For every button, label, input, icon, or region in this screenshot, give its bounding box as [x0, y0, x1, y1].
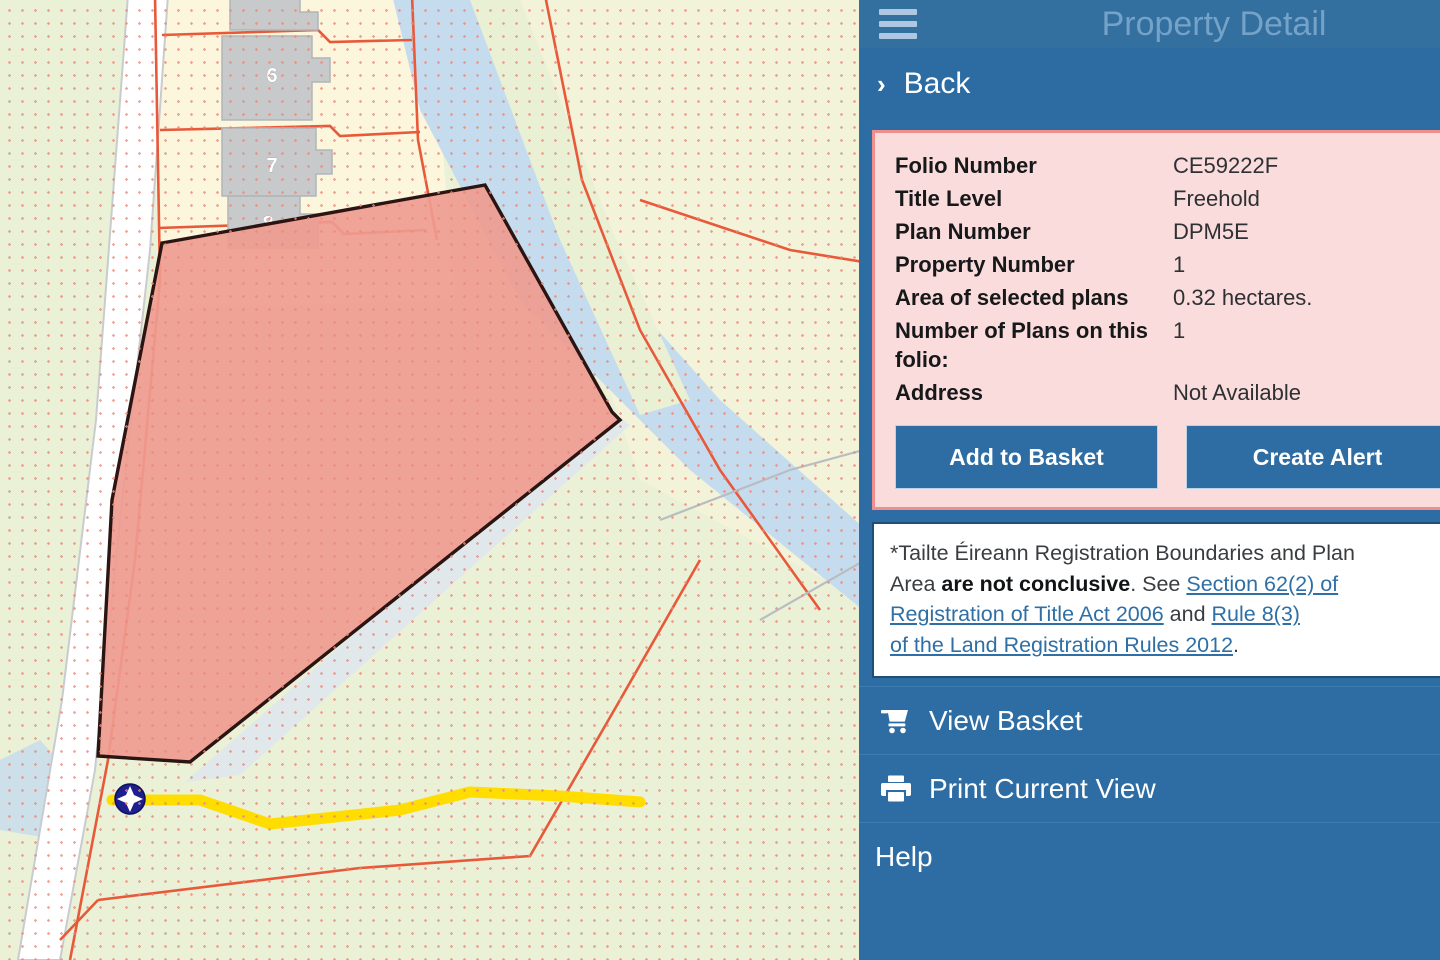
detail-label-folio-number: Folio Number	[895, 153, 1037, 178]
menu-item-view-basket[interactable]: View Basket	[859, 686, 1440, 754]
disclaimer-emphasis: are not conclusive	[941, 571, 1131, 596]
detail-label-title-level: Title Level	[895, 186, 1003, 212]
table-row: Title Level Freehold	[895, 182, 1440, 215]
disclaimer-box: *Tailte Éireann Registration Boundaries …	[872, 522, 1440, 679]
menu-item-label: View Basket	[929, 704, 1083, 736]
property-details-table: Folio Number CE59222F Title Level Freeho…	[895, 149, 1440, 409]
property-details-panel: Property Detail › Back Folio Number CE59…	[859, 0, 1440, 960]
detail-value-area-of-selected-plans: 0.32 hectares.	[1173, 285, 1313, 311]
create-alert-button[interactable]: Create Alert	[1186, 425, 1440, 490]
panel-menu: View Basket Print Current View Help	[859, 686, 1440, 890]
link-registration-of-title-act-2006[interactable]: Registration of Title Act 2006	[890, 602, 1164, 627]
detail-value-plan-number: DPM5E	[1173, 219, 1249, 245]
menu-item-label: Print Current View	[929, 772, 1156, 804]
detail-label-property-number: Property Number	[895, 252, 1075, 278]
detail-label-address: Address	[895, 380, 984, 406]
printer-icon	[879, 774, 913, 804]
hamburger-icon[interactable]	[879, 9, 917, 39]
chevron-right-icon: ›	[877, 69, 886, 99]
table-row: Address Not Available	[895, 376, 1440, 409]
disclaimer-text-1: *Tailte Éireann Registration Boundaries …	[890, 541, 1355, 566]
disclaimer-line-4: of the Land Registration Rules 2012.	[890, 630, 1440, 661]
table-row: Number of Plans on this folio: 1	[895, 314, 1440, 376]
table-row: Plan Number DPM5E	[895, 215, 1440, 248]
add-to-basket-button[interactable]: Add to Basket	[895, 425, 1158, 490]
disclaimer-line-1: *Tailte Éireann Registration Boundaries …	[890, 538, 1440, 569]
link-land-registration-rules-2012[interactable]: of the Land Registration Rules 2012	[890, 632, 1234, 657]
table-row: Area of selected plans 0.32 hectares.	[895, 281, 1440, 314]
panel-header: Property Detail	[859, 0, 1440, 48]
detail-value-address: Not Available	[1173, 380, 1302, 406]
crosshair-marker-icon[interactable]	[114, 783, 146, 815]
table-row: Folio Number CE59222F	[895, 149, 1440, 182]
disclaimer-text-2a: Area	[890, 571, 942, 596]
property-details-card: Folio Number CE59222F Title Level Freeho…	[872, 130, 1440, 511]
menu-item-label: Help	[875, 840, 933, 872]
detail-label-plan-number: Plan Number	[895, 219, 1031, 245]
back-button-label: Back	[903, 67, 971, 100]
detail-value-property-number: 1	[1173, 252, 1186, 278]
menu-item-help[interactable]: Help	[859, 822, 1440, 890]
link-rule-8-3[interactable]: Rule 8(3)	[1211, 602, 1300, 627]
shopping-cart-icon	[879, 706, 913, 736]
disclaimer-line-3: Registration of Title Act 2006 and Rule …	[890, 599, 1440, 630]
disclaimer-text-4end: .	[1233, 632, 1240, 657]
detail-value-number-of-plans: 1	[1173, 318, 1186, 344]
detail-label-area-of-selected-plans: Area of selected plans	[895, 285, 1129, 311]
disclaimer-text-3mid: and	[1163, 602, 1212, 627]
back-button[interactable]: › Back	[859, 48, 1440, 120]
disclaimer-line-2: Area are not conclusive. See Section 62(…	[890, 569, 1440, 600]
map-vector-layer: 6 7 8	[0, 0, 900, 960]
detail-label-number-of-plans: Number of Plans on this folio:	[895, 318, 1149, 373]
building-label-6: 6	[266, 65, 277, 87]
disclaimer-text-2c: . See	[1130, 571, 1187, 596]
detail-value-folio-number: CE59222F	[1173, 153, 1279, 178]
building-label-7: 7	[266, 155, 277, 177]
link-section-62-2[interactable]: Section 62(2) of	[1186, 571, 1339, 596]
table-row: Property Number 1	[895, 248, 1440, 281]
detail-value-title-level: Freehold	[1173, 186, 1260, 212]
card-actions: Add to Basket Create Alert	[895, 425, 1440, 490]
page-title: Property Detail	[1101, 4, 1327, 43]
map-canvas[interactable]: 6 7 8	[0, 0, 900, 960]
menu-item-print-current-view[interactable]: Print Current View	[859, 754, 1440, 822]
